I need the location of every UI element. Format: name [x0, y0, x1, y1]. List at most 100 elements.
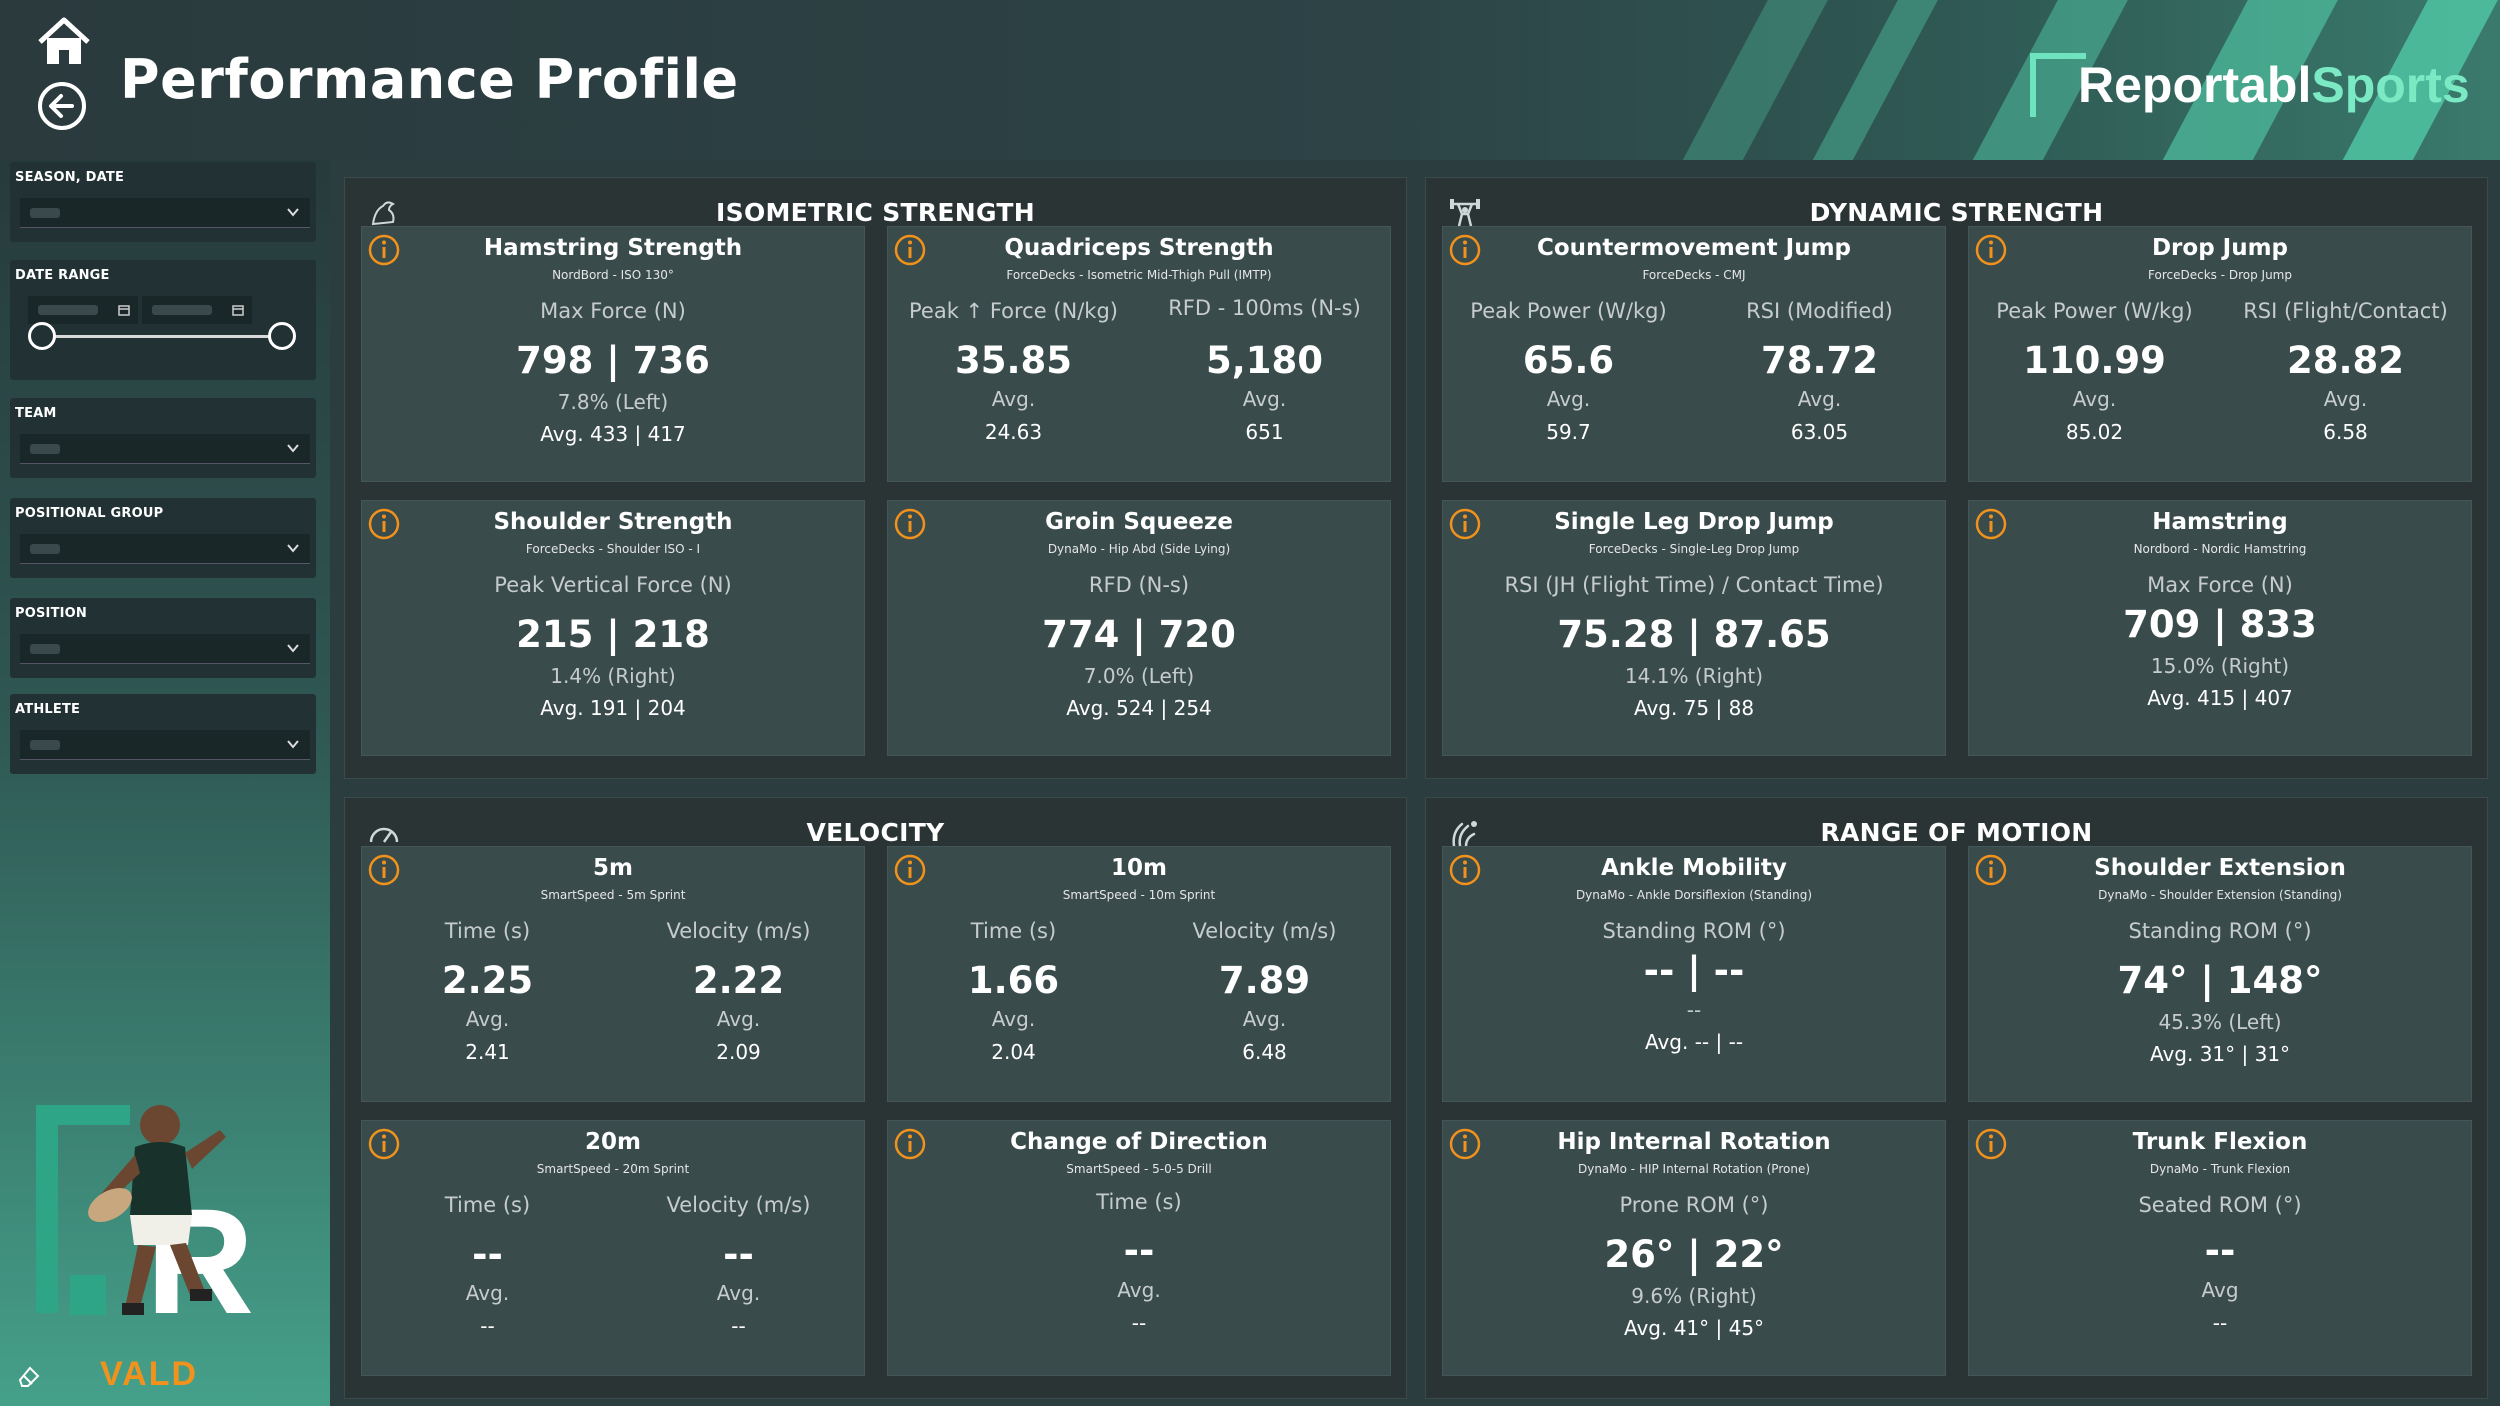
info-icon[interactable]: [1448, 1127, 1482, 1161]
filter-label: POSITIONAL GROUP: [15, 506, 164, 521]
card-title: Single Leg Drop Jump: [1554, 509, 1834, 535]
card-subtitle: Nordbord - Nordic Hamstring: [2133, 542, 2307, 556]
avg-label-right: Avg.: [1797, 387, 1842, 411]
avg-value-left: 85.02: [2065, 420, 2124, 444]
logo-mark-icon: [2030, 53, 2086, 117]
metric-asymmetry: 14.1% (Right): [1624, 664, 1764, 688]
metric-asymmetry: 7.8% (Left): [557, 390, 669, 414]
card-subtitle: SmartSpeed - 5-0-5 Drill: [1066, 1162, 1212, 1176]
filter-label: TEAM: [15, 406, 57, 421]
date-start-input[interactable]: [28, 296, 138, 324]
panel-title: DYNAMIC STRENGTH: [1809, 198, 2104, 227]
info-icon[interactable]: [367, 853, 401, 887]
info-icon[interactable]: [1448, 233, 1482, 267]
card-hamstring-strength: Hamstring Strength NordBord - ISO 130° M…: [361, 226, 865, 482]
info-icon[interactable]: [893, 233, 927, 267]
card-shoulder-extension: Shoulder Extension DynaMo - Shoulder Ext…: [1968, 846, 2472, 1102]
team-dropdown[interactable]: [20, 434, 310, 464]
date-slider-start-handle[interactable]: [28, 322, 56, 350]
card-quadriceps-strength: Quadriceps Strength ForceDecks - Isometr…: [887, 226, 1391, 482]
avg-label-right: Avg.: [716, 1281, 761, 1305]
panel-title: ISOMETRIC STRENGTH: [716, 198, 1035, 227]
card-trunk-flexion: Trunk Flexion DynaMo - Trunk Flexion Sea…: [1968, 1120, 2472, 1376]
date-range-slider-track[interactable]: [42, 335, 294, 338]
avg-value-right: 6.58: [2323, 420, 2368, 444]
info-icon[interactable]: [367, 507, 401, 541]
season-dropdown[interactable]: [20, 198, 310, 228]
panel-title: VELOCITY: [806, 818, 945, 847]
info-icon[interactable]: [1448, 507, 1482, 541]
avg-label-left: Avg.: [991, 387, 1036, 411]
card-drop-jump: Drop Jump ForceDecks - Drop Jump Peak Po…: [1968, 226, 2472, 482]
blurred-value: [30, 544, 60, 554]
metric-value-left: 110.99: [2023, 339, 2166, 382]
info-icon[interactable]: [893, 507, 927, 541]
info-icon[interactable]: [1974, 233, 2008, 267]
metric-label-left: Peak Power (W/kg): [1996, 299, 2193, 323]
filter-label: POSITION: [15, 606, 88, 621]
avg-label-left: Avg.: [991, 1007, 1036, 1031]
home-icon[interactable]: [36, 16, 92, 68]
info-icon[interactable]: [893, 1127, 927, 1161]
card-subtitle: SmartSpeed - 10m Sprint: [1062, 888, 1216, 902]
card-ankle-mobility: Ankle Mobility DynaMo - Ankle Dorsiflexi…: [1442, 846, 1946, 1102]
metric-label-left: Time (s): [444, 919, 531, 943]
card-subtitle: DynaMo - Hip Abd (Side Lying): [1047, 542, 1231, 556]
back-arrow-icon[interactable]: [36, 80, 88, 132]
flexed-arm-icon: [371, 201, 395, 226]
metric-label: Max Force (N): [2147, 573, 2293, 597]
metric-label: Peak Vertical Force (N): [494, 573, 732, 597]
card-5m-sprint: 5m SmartSpeed - 5m Sprint Time (s) Veloc…: [361, 846, 865, 1102]
metric-label-left: Time (s): [444, 1193, 531, 1217]
filter-label: DATE RANGE: [15, 268, 110, 283]
clear-filters-eraser-icon[interactable]: [14, 1362, 42, 1390]
info-icon[interactable]: [1974, 1127, 2008, 1161]
avg-value-left: 59.7: [1546, 420, 1591, 444]
date-end-input[interactable]: [142, 296, 252, 324]
avg-label: Avg: [2201, 1278, 2239, 1302]
info-icon[interactable]: [1974, 853, 2008, 887]
card-subtitle: DynaMo - Shoulder Extension (Standing): [2098, 888, 2342, 902]
avg-value-left: 24.63: [984, 420, 1043, 444]
metric-value: --: [1123, 1229, 1155, 1272]
card-subtitle: DynaMo - HIP Internal Rotation (Prone): [1577, 1162, 1811, 1176]
calendar-icon[interactable]: [118, 304, 130, 316]
info-icon[interactable]: [1974, 507, 2008, 541]
date-slider-end-handle[interactable]: [268, 322, 296, 350]
positional-group-dropdown[interactable]: [20, 534, 310, 564]
panel-title: RANGE OF MOTION: [1820, 818, 2093, 847]
info-icon[interactable]: [1448, 853, 1482, 887]
avg-value-right: 63.05: [1790, 420, 1849, 444]
blurred-value: [30, 740, 60, 750]
info-icon[interactable]: [367, 233, 401, 267]
position-dropdown[interactable]: [20, 634, 310, 664]
velocity-panel: VELOCITY 5m SmartSpeed - 5m Sprint Time …: [344, 797, 1407, 1399]
metric-asymmetry: 9.6% (Right): [1631, 1284, 1757, 1308]
athlete-dropdown[interactable]: [20, 730, 310, 760]
card-title: 5m: [593, 855, 633, 881]
avg-label-right: Avg.: [1242, 387, 1287, 411]
range-of-motion-panel: RANGE OF MOTION Ankle Mobility DynaMo - …: [1425, 797, 2488, 1399]
calendar-icon[interactable]: [232, 304, 244, 316]
metric-value: 26° | 22°: [1604, 1233, 1784, 1276]
card-title: Groin Squeeze: [1045, 509, 1233, 535]
card-title: Change of Direction: [1010, 1129, 1268, 1155]
chevron-down-icon: [287, 644, 299, 653]
metric-label-right: Velocity (m/s): [666, 919, 811, 943]
metric-value-right: --: [723, 1233, 754, 1276]
info-icon[interactable]: [367, 1127, 401, 1161]
metric-value: --: [2204, 1229, 2236, 1272]
speedometer-icon: [369, 827, 399, 843]
logo-brand-part1: Reportabl: [2078, 57, 2312, 113]
info-icon[interactable]: [893, 853, 927, 887]
metric-label-right: RFD - 100ms (N-s): [1168, 296, 1361, 320]
metric-asymmetry: 7.0% (Left): [1083, 664, 1195, 688]
metric-average: Avg. 415 | 407: [2147, 686, 2293, 710]
card-subtitle: SmartSpeed - 20m Sprint: [536, 1162, 690, 1176]
avg-label-left: Avg.: [465, 1007, 510, 1031]
metric-label: Standing ROM (°): [2128, 919, 2312, 943]
metric-value: 709 | 833: [2123, 603, 2317, 646]
weightlifter-icon: [1450, 199, 1480, 227]
metric-label: Seated ROM (°): [2138, 1193, 2302, 1217]
metric-value: 75.28 | 87.65: [1557, 613, 1831, 656]
